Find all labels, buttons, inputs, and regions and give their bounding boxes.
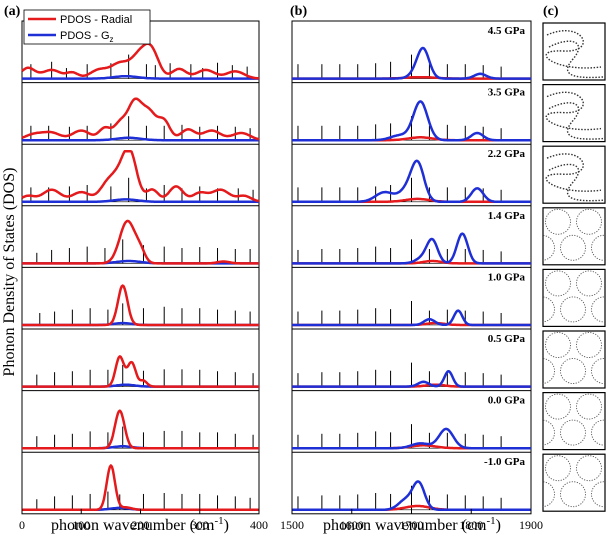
nanotube-cross-section [543, 234, 555, 261]
panel-b-x-tick-label: 1800 [459, 518, 483, 532]
nanotube-cross-section [560, 481, 586, 508]
legend-radial-label: PDOS - Radial [60, 14, 132, 26]
legend-gz-label: PDOS - Gz [60, 30, 114, 44]
structure-box [542, 22, 606, 81]
serpentine-chain [545, 153, 602, 192]
y-axis-title: Phonon Density of States (DOS) [1, 168, 18, 377]
panel-a-radial-pdos-line [21, 464, 260, 512]
pressure-label: 2.2 GPa [488, 148, 526, 160]
panel-b-gz-pdos-line [291, 232, 532, 265]
panel-b-gz-pdos-line [291, 46, 532, 80]
panel-a-radial-pdos-line [21, 355, 260, 388]
structure-box [542, 83, 606, 143]
nanotube-cross-section [591, 481, 605, 508]
nanotube-cross-section [543, 296, 555, 323]
structure-box [542, 453, 606, 512]
panel-b-gz-pdos-line [291, 100, 532, 142]
panel-b-x-tick-label: 1700 [400, 518, 424, 532]
pressure-label: 1.4 GPa [488, 210, 526, 222]
structure-box [542, 207, 606, 266]
pressure-label: -1.0 GPa [484, 456, 525, 468]
legend-box [23, 9, 151, 45]
nanotube-cross-section [576, 455, 602, 482]
panel-a-x-tick-label: 300 [191, 518, 209, 532]
panel-a-x-tick-label: 400 [250, 518, 268, 532]
serpentine-chain [548, 40, 604, 79]
panel-a-gz-pdos-line [21, 136, 260, 142]
panel-c-structures [542, 22, 606, 512]
panel-a-radial-pdos-line [21, 42, 260, 80]
panel-a-x-tick-label: 100 [72, 518, 90, 532]
panel-b-x-tick-label: 1600 [340, 518, 364, 532]
nanotube-cross-section [576, 332, 602, 358]
nanotube-cross-section [591, 296, 605, 323]
nanotube-cross-section [543, 481, 555, 508]
panel-b-label: (b) [290, 4, 307, 19]
nanotube-cross-section [591, 419, 605, 446]
nanotube-cross-section [545, 393, 571, 420]
panel-b-gz-pdos-line [291, 427, 532, 450]
legend: PDOS - Radial PDOS - Gz [23, 9, 151, 45]
pressure-label: 3.5 GPa [488, 87, 526, 99]
nanotube-cross-section [576, 270, 602, 297]
panel-a-x-title-main: phonon wavenumber (cm [51, 517, 215, 534]
panel-b-gz-pdos-line [291, 480, 532, 512]
panel-b-x-title-main: phonon wavenumber (cm [323, 517, 487, 534]
pressure-label: 0.0 GPa [488, 395, 526, 407]
panel-a-x-tick-label: 200 [132, 518, 150, 532]
panel-a-x-tick-label: 0 [19, 518, 25, 532]
panel-a: 0 100 200 300 400 [19, 20, 268, 532]
panel-b: 4.5 GPa 3.5 GPa 2.2 GPa 1.4 GPa 1.0 GPa 0.5 G… [280, 20, 543, 532]
serpentine-chain [545, 91, 602, 131]
nanotube-cross-section [560, 419, 586, 446]
legend-gz-main: PDOS - G [60, 30, 110, 42]
panel-a-radial-pdos-line [21, 97, 260, 141]
panel-b-x-title-close: ) [496, 517, 501, 534]
serpentine-chain [545, 30, 602, 69]
nanotube-cross-section [543, 419, 555, 446]
panel-b-gz-pdos-line [291, 309, 532, 327]
pressure-label: 0.5 GPa [488, 333, 526, 345]
panel-b-x-title-sup: -1 [487, 515, 496, 527]
nanotube-cross-section [560, 296, 586, 323]
nanotube-cross-section [545, 208, 571, 235]
panel-a-x-title-sup: -1 [215, 515, 224, 527]
panel-b-gz-pdos-line [291, 369, 532, 388]
panel-a-radial-pdos-line [21, 219, 260, 265]
structure-box [542, 268, 606, 327]
serpentine-chain [548, 163, 604, 202]
panel-c-label: (c) [543, 4, 559, 19]
nanotube-cross-section [591, 234, 605, 261]
pressure-label: 4.5 GPa [488, 25, 526, 37]
panel-b-x-tick-label: 1500 [280, 518, 304, 532]
structure-box [542, 145, 606, 204]
nanotube-cross-section [545, 455, 571, 482]
nanotube-cross-section [560, 234, 586, 261]
nanotube-cross-section [545, 332, 571, 358]
nanotube-cross-section [543, 358, 555, 384]
nanotube-cross-section [560, 358, 586, 384]
panel-a-gz-pdos-line [21, 74, 260, 80]
panel-b-gz-pdos-line [291, 159, 532, 204]
serpentine-chain [548, 102, 604, 140]
nanotube-cross-section [576, 393, 602, 420]
panel-a-x-title-close: ) [224, 517, 229, 534]
panel-a-x-title: phonon wavenumber (cm-1) [51, 515, 229, 534]
legend-gz-sub: z [110, 35, 114, 44]
nanotube-cross-section [591, 358, 605, 384]
panel-a-radial-pdos-line [21, 284, 260, 327]
panel-a-radial-pdos-line [21, 409, 260, 450]
panel-a-gz-pdos-line [21, 198, 260, 204]
nanotube-cross-section [576, 208, 602, 235]
structure-box [542, 330, 606, 389]
panel-b-x-tick-label: 1900 [519, 518, 543, 532]
nanotube-cross-section [545, 270, 571, 297]
structure-box [542, 392, 606, 451]
panel-a-label: (a) [4, 4, 21, 19]
pressure-label: 1.0 GPa [488, 271, 526, 283]
panel-b-x-title: phonon wavenumber (cm-1) [323, 515, 501, 534]
panel-a-radial-pdos-line [21, 150, 260, 203]
